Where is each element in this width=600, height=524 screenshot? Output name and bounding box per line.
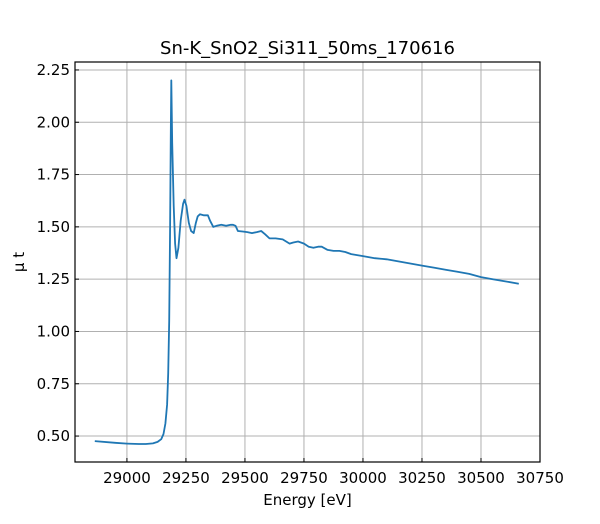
chart-title: Sn-K_SnO2_Si311_50ms_170616: [160, 38, 455, 59]
grid: [75, 62, 541, 462]
y-tick-label: 1.50: [37, 218, 70, 236]
y-tick-label: 0.75: [37, 375, 70, 393]
x-tick-label: 29000: [103, 469, 151, 487]
series-line: [94, 79, 519, 445]
x-tick-label: 29750: [280, 469, 328, 487]
y-axis-label: μ t: [10, 252, 28, 272]
y-tick-label: 1.75: [37, 166, 70, 184]
y-tick-label: 1.00: [37, 322, 70, 340]
x-tick-label: 30500: [457, 469, 505, 487]
x-tick-label: 30750: [516, 469, 564, 487]
x-tick-label: 29500: [221, 469, 269, 487]
y-tick-label: 2.25: [37, 61, 70, 79]
y-tick-label: 0.50: [37, 427, 70, 445]
x-tick-label: 30000: [339, 469, 387, 487]
x-axis-label: Energy [eV]: [263, 491, 351, 509]
y-tick-label: 2.00: [37, 113, 70, 131]
y-tick-label: 1.25: [37, 270, 70, 288]
x-tick-label: 30250: [398, 469, 446, 487]
x-axis-ticks: 29000 29250 29500 29750 30000 30250 30500 30750: [103, 458, 564, 487]
plot-frame: [74, 61, 541, 463]
x-tick-label: 29250: [162, 469, 210, 487]
y-axis-ticks: 0.50 0.75 1.00 1.25 1.50 1.75 2.00 2.25: [37, 61, 79, 445]
